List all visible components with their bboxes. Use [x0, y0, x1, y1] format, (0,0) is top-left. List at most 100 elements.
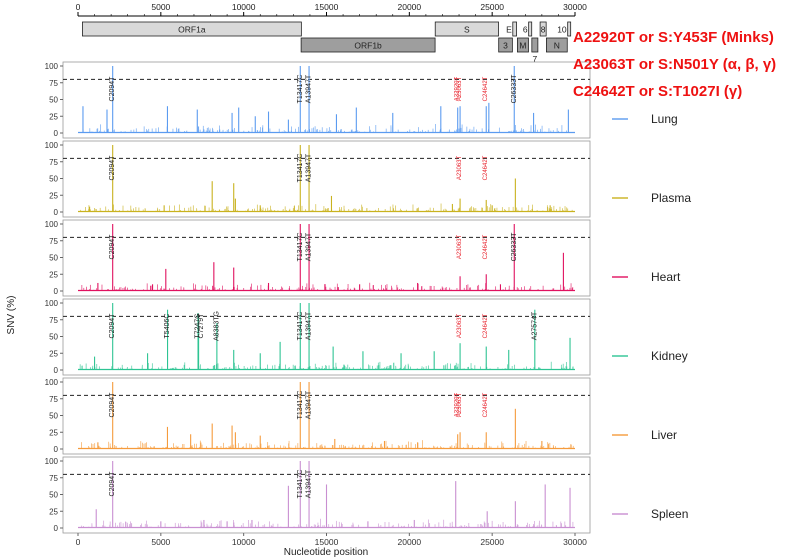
- x-tick-label: 20000: [398, 537, 422, 547]
- gene-block: [567, 21, 572, 37]
- y-tick-label: 100: [45, 141, 59, 150]
- mutation-label: A23063T: [457, 155, 463, 180]
- y-tick-label: 100: [45, 457, 59, 466]
- y-tick-label: 0: [54, 208, 59, 217]
- gene-block: [82, 21, 302, 37]
- legend-label-kidney: Kidney: [651, 349, 688, 363]
- y-tick-label: 0: [54, 366, 59, 375]
- y-tick-label: 75: [49, 79, 58, 88]
- gene-label: N: [554, 41, 560, 51]
- legend-label-liver: Liver: [651, 428, 677, 442]
- mutation-label: C2094T: [109, 155, 116, 181]
- gene-label: 7: [532, 54, 537, 64]
- x-tick-label: 25000: [480, 537, 504, 547]
- panel-frame: [62, 140, 591, 218]
- y-tick-label: 50: [49, 96, 58, 105]
- x-tick-label: 10000: [232, 537, 256, 547]
- gene-label: M: [519, 41, 526, 51]
- snv-background-liver: [81, 440, 574, 449]
- genome-map-tick-label: 15000: [315, 2, 339, 12]
- legend-label-plasma: Plasma: [651, 191, 691, 205]
- y-tick-label: 0: [54, 129, 59, 138]
- mutation-label: C24642T: [483, 234, 489, 259]
- gene-label: E: [506, 25, 512, 35]
- mutation-label: T13417C: [297, 75, 304, 104]
- y-tick-label: 50: [49, 175, 58, 184]
- gene-block: [539, 21, 547, 37]
- mutation-label: T5406C: [164, 314, 171, 339]
- mutation-note-3: C24642T or S:T1027I (γ): [573, 83, 743, 100]
- snv-background-kidney: [79, 361, 574, 370]
- mutation-label: C24642T: [483, 313, 489, 338]
- x-tick-label: 0: [76, 537, 81, 547]
- mutation-label: T13417C: [297, 470, 304, 499]
- gene-block: [434, 21, 499, 37]
- mutation-label: C2094T: [109, 234, 116, 260]
- mutation-label: A22920T: [455, 392, 461, 417]
- gene-block: [531, 37, 539, 53]
- genome-map-tick-label: 0: [76, 2, 81, 12]
- panel-frame: [62, 298, 591, 376]
- gene-block: [528, 21, 533, 37]
- genome-map-tick-label: 25000: [480, 2, 504, 12]
- panel-plasma: 0 25 50 75 100 C2094T T13417C A13947T A23063T C24…: [45, 140, 691, 218]
- mutation-label: C2094T: [109, 76, 116, 102]
- y-tick-label: 50: [49, 333, 58, 342]
- y-tick-label: 25: [49, 112, 58, 121]
- panel-lung: 0 25 50 75 100 C2094T T13417C A13947T C26333T A22…: [45, 61, 678, 139]
- mutation-label: C2094T: [109, 471, 116, 497]
- mutation-label: T13417C: [297, 233, 304, 262]
- genome-map-tick-label: 10000: [232, 2, 256, 12]
- gene-label: 10: [557, 25, 567, 35]
- y-tick-label: 0: [54, 287, 59, 296]
- gene-label: 3: [503, 41, 508, 51]
- y-tick-label: 75: [49, 474, 58, 483]
- genome-map-tick-label: 5000: [151, 2, 170, 12]
- x-tick-label: 30000: [563, 537, 587, 547]
- gene-label: S: [464, 25, 470, 35]
- x-axis: 0 5000 10000 15000 20000 25000 30000: [76, 533, 587, 547]
- mutation-label: C24642T: [483, 155, 489, 180]
- gene-block: [516, 37, 529, 53]
- y-tick-label: 25: [49, 191, 58, 200]
- mutation-label: C26333T: [511, 232, 518, 262]
- mutation-label: C2094T: [109, 392, 116, 418]
- snv-background-lung: [82, 124, 569, 133]
- genome-map-tick-label: 30000: [563, 2, 587, 12]
- x-axis-title: Nucleotide position: [284, 547, 369, 558]
- x-tick-label: 5000: [151, 537, 170, 547]
- y-tick-label: 100: [45, 220, 59, 229]
- mutation-label: A13947T: [306, 390, 313, 419]
- y-tick-label: 50: [49, 254, 58, 263]
- mutation-note-2: A23063T or S:N501Y (α, β, γ): [573, 56, 777, 73]
- mutation-label: A13947T: [306, 311, 313, 340]
- y-tick-label: 0: [54, 445, 59, 454]
- y-tick-label: 25: [49, 428, 58, 437]
- y-tick-label: 50: [49, 412, 58, 421]
- legend-label-spleen: Spleen: [651, 507, 688, 521]
- y-tick-label: 75: [49, 316, 58, 325]
- y-tick-label: 100: [45, 62, 59, 71]
- mutation-label: A22920T: [455, 76, 461, 101]
- y-tick-label: 25: [49, 349, 58, 358]
- x-tick-label: 15000: [315, 537, 339, 547]
- mutation-label: C24642T: [483, 392, 489, 417]
- mutation-label: T13417C: [297, 391, 304, 420]
- mutation-label: T13417C: [297, 312, 304, 341]
- mutation-label: A13947T: [306, 469, 313, 498]
- snv-background-heart: [81, 282, 574, 291]
- y-tick-label: 75: [49, 395, 58, 404]
- mutation-label: T7247G: [195, 313, 202, 338]
- mutation-label: A23063T: [457, 76, 463, 101]
- y-axis-title: SNV (%): [6, 296, 17, 335]
- gene-label: 8: [541, 25, 546, 35]
- y-tick-label: 75: [49, 237, 58, 246]
- legend-label-lung: Lung: [651, 112, 678, 126]
- panel-liver: 0 25 50 75 100 C2094T T13417C A13947T A22920TA23…: [45, 377, 677, 455]
- gene-block: [512, 21, 517, 37]
- gene-label: ORF1a: [178, 25, 206, 35]
- legend-label-heart: Heart: [651, 270, 681, 284]
- snv-background-spleen: [81, 518, 574, 528]
